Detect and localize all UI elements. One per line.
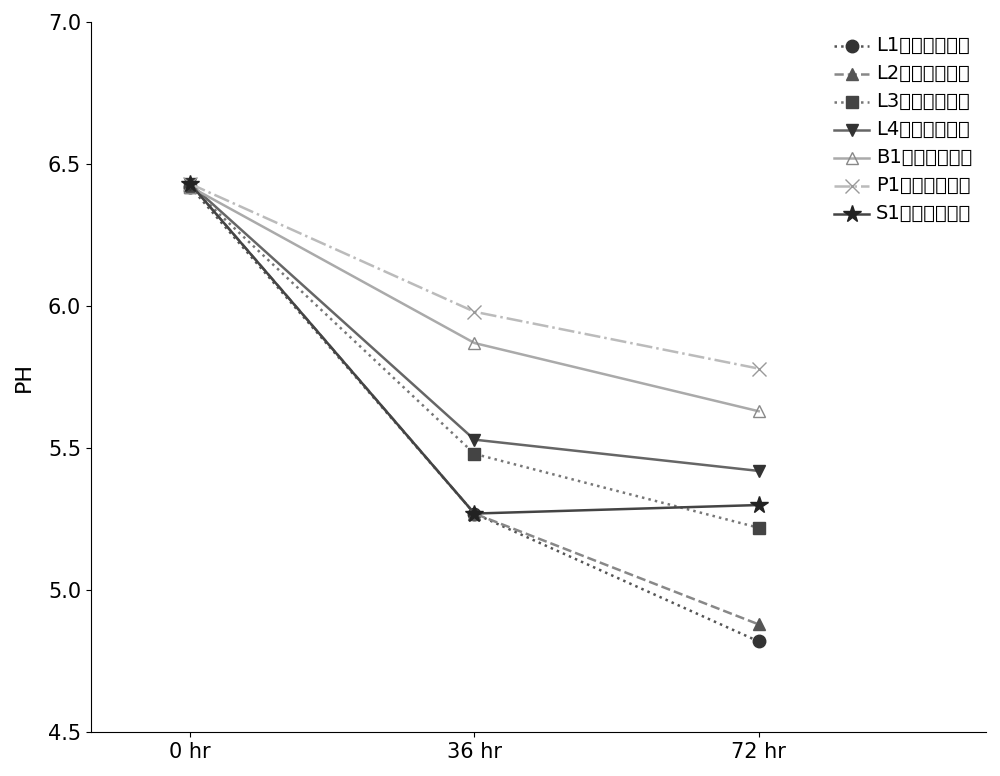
Legend: L1（制造例２）, L2（制造例２）, L3（制造例２）, L4（制造例２）, B1（制造例２）, P1（制造例２）, S1（制造例２）: L1（制造例２）, L2（制造例２）, L3（制造例２）, L4（制造例２）, … [827, 29, 979, 230]
Y-axis label: PH: PH [14, 362, 34, 392]
